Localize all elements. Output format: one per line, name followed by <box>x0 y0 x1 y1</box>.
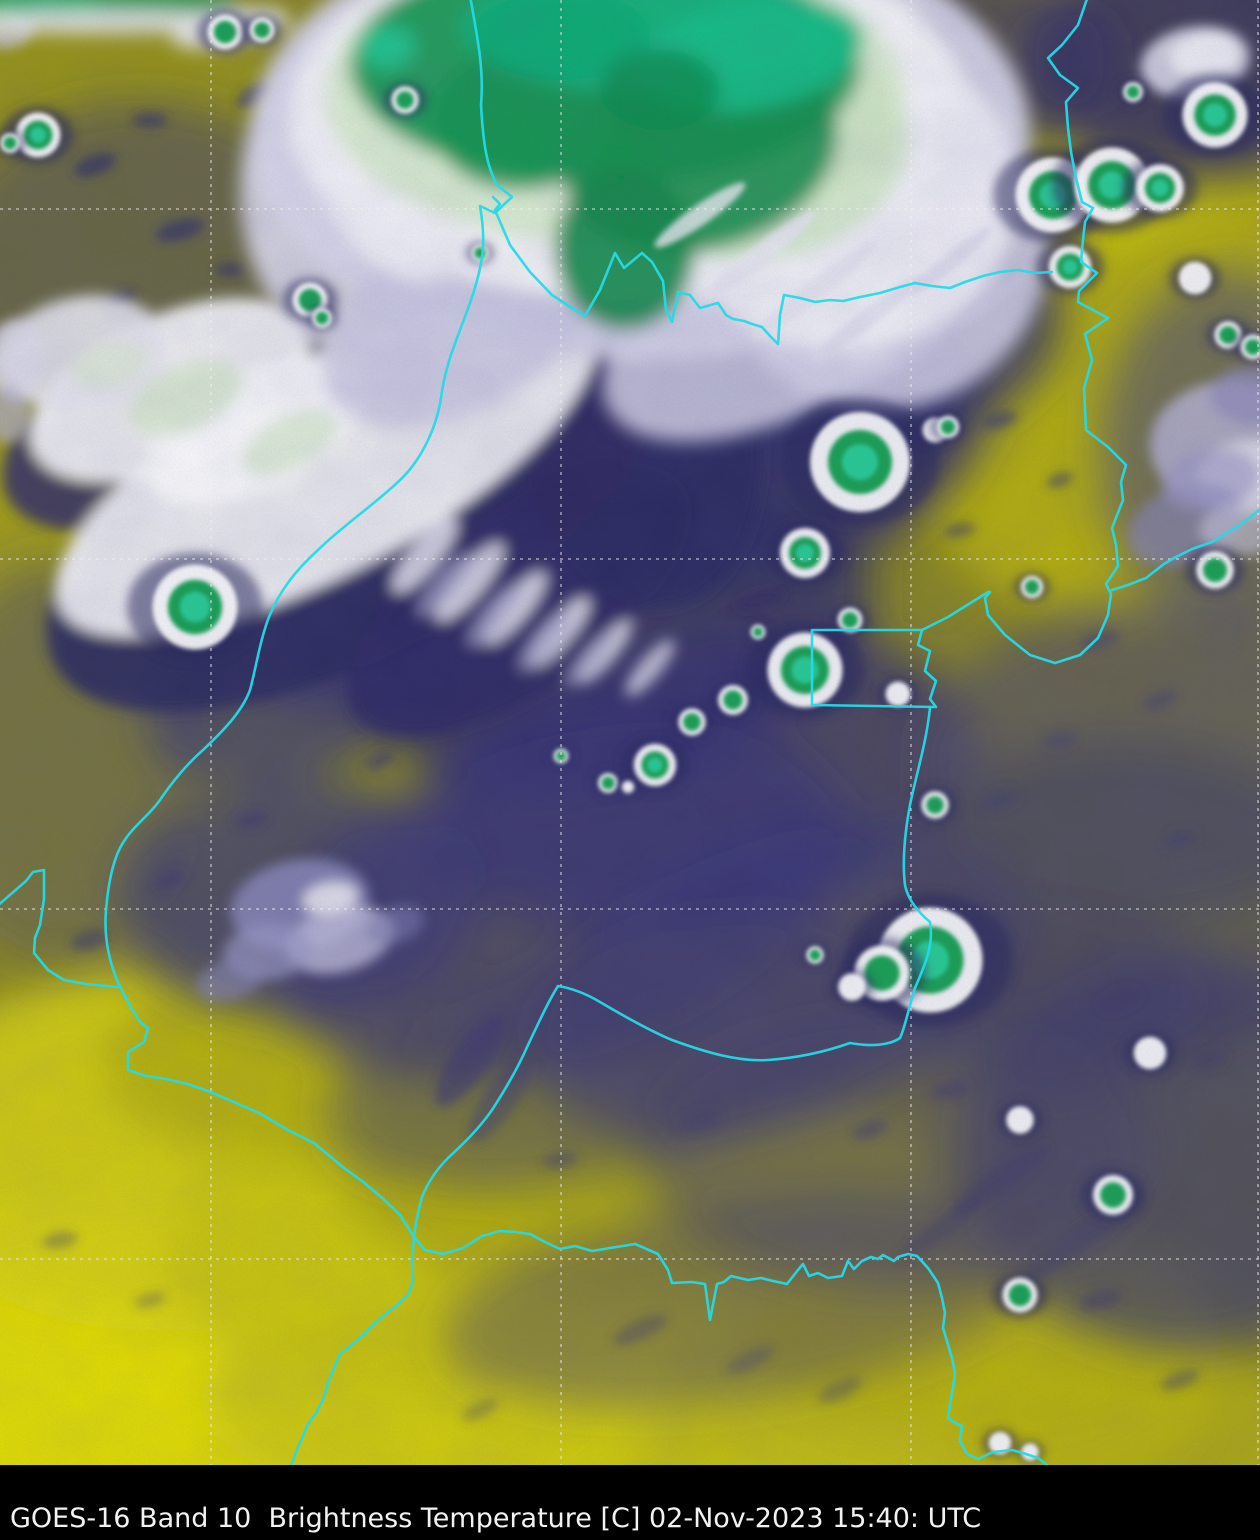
border-southeast-branch <box>1110 507 1260 592</box>
caption-text: GOES-16 Band 10 Brightness Temperature [… <box>10 1503 982 1534</box>
satellite-map <box>0 0 1260 1465</box>
border-west-river <box>104 0 514 1239</box>
border-bottom-east <box>412 1229 1049 1465</box>
border-east-river <box>983 0 1128 665</box>
satellite-map-area <box>0 0 1260 1465</box>
border-west-hook <box>0 868 120 989</box>
grain-overlay <box>0 0 1260 1465</box>
border-east-west-jagged <box>491 195 1054 346</box>
border-south-from-rectangle <box>412 706 933 1239</box>
border-bottom-southwest <box>289 1235 416 1465</box>
latlon-grid <box>0 0 1260 1465</box>
border-rectangle <box>810 590 990 709</box>
geo-borders-layer <box>0 0 1260 1465</box>
caption-bar: GOES-16 Band 10 Brightness Temperature [… <box>0 1465 1260 1540</box>
